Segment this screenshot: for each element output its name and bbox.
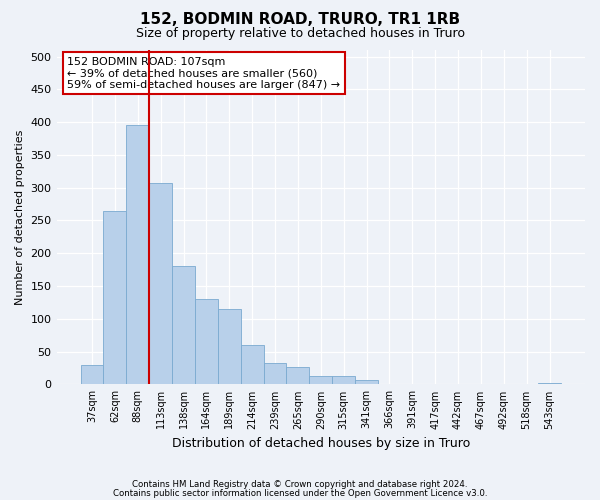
- Bar: [172, 266, 195, 384]
- Text: Contains HM Land Registry data © Crown copyright and database right 2024.: Contains HM Land Registry data © Crown c…: [132, 480, 468, 489]
- Bar: [263, 364, 286, 384]
- Y-axis label: Number of detached properties: Number of detached properties: [15, 130, 25, 305]
- Bar: [103, 210, 127, 384]
- X-axis label: Distribution of detached houses by size in Truro: Distribution of detached houses by size …: [172, 437, 470, 450]
- Text: 152, BODMIN ROAD, TRURO, TR1 1RB: 152, BODMIN ROAD, TRURO, TR1 1RB: [140, 12, 460, 28]
- Bar: [241, 345, 263, 385]
- Bar: [332, 376, 355, 384]
- Bar: [218, 309, 241, 384]
- Bar: [310, 376, 332, 384]
- Bar: [355, 380, 378, 384]
- Bar: [286, 368, 310, 384]
- Text: Size of property relative to detached houses in Truro: Size of property relative to detached ho…: [136, 28, 464, 40]
- Text: 152 BODMIN ROAD: 107sqm
← 39% of detached houses are smaller (560)
59% of semi-d: 152 BODMIN ROAD: 107sqm ← 39% of detache…: [67, 56, 340, 90]
- Bar: [149, 183, 172, 384]
- Text: Contains public sector information licensed under the Open Government Licence v3: Contains public sector information licen…: [113, 489, 487, 498]
- Bar: [538, 383, 561, 384]
- Bar: [127, 126, 149, 384]
- Bar: [80, 365, 103, 384]
- Bar: [195, 299, 218, 384]
